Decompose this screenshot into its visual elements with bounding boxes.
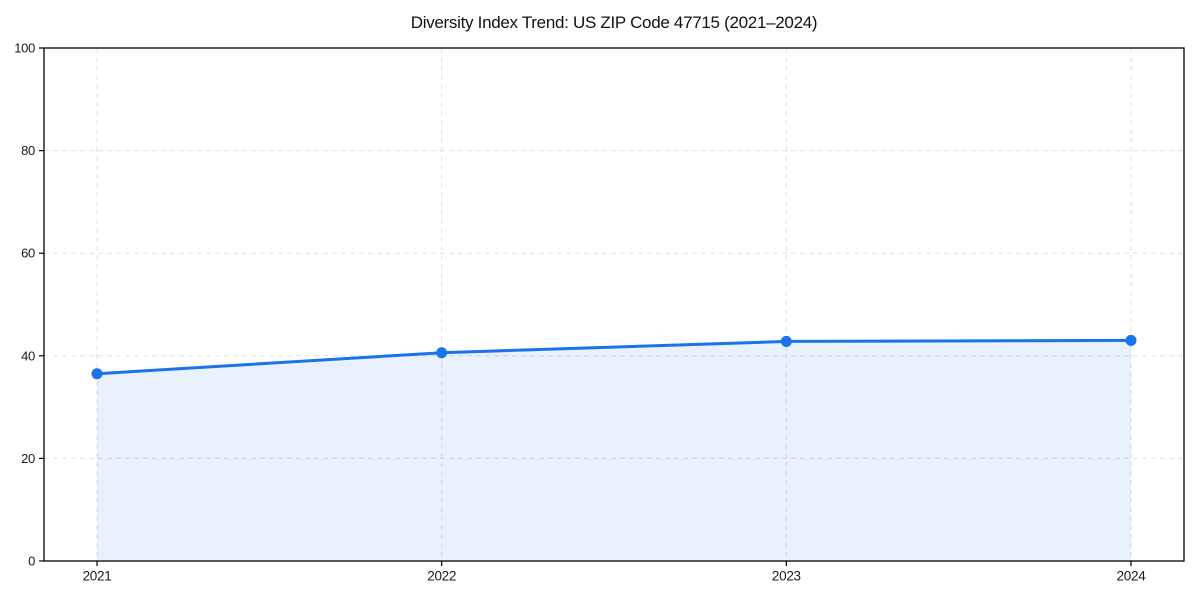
data-point-2024 <box>1125 334 1137 346</box>
x-tick-label: 2021 <box>83 569 112 584</box>
y-tick-label: 40 <box>21 348 35 363</box>
chart-title: Diversity Index Trend: US ZIP Code 47715… <box>410 13 818 32</box>
x-tick-label: 2022 <box>427 569 456 584</box>
y-tick-label: 0 <box>28 554 35 569</box>
x-tick-label: 2024 <box>1117 569 1147 584</box>
area-fill <box>97 340 1131 561</box>
trend-line <box>95 338 1133 376</box>
y-tick-label: 100 <box>14 41 35 56</box>
plot-border <box>43 47 1185 562</box>
data-point-2023 <box>780 335 792 347</box>
x-tick-label: 2023 <box>772 569 801 584</box>
data-point-2021 <box>91 368 103 380</box>
y-tick-label: 20 <box>21 451 35 466</box>
y-tick-label: 60 <box>21 246 35 261</box>
y-tick-label: 80 <box>21 143 35 158</box>
data-point-2022 <box>436 347 448 359</box>
